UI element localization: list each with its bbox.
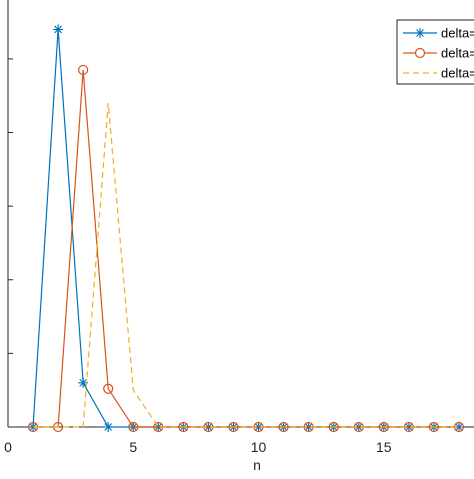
data-point bbox=[103, 422, 114, 432]
legend-label: delta= bbox=[441, 46, 474, 61]
data-point bbox=[78, 64, 89, 76]
data-point bbox=[103, 383, 114, 394]
series-3 bbox=[33, 103, 459, 428]
data-point bbox=[328, 421, 339, 433]
series-line bbox=[33, 103, 459, 428]
series-group bbox=[27, 24, 465, 433]
legend-item-1: delta= bbox=[403, 26, 474, 41]
legend-item-2: delta= bbox=[403, 46, 474, 61]
data-point bbox=[428, 421, 440, 433]
legend-label: delta= bbox=[441, 26, 474, 41]
data-point bbox=[378, 421, 389, 433]
x-tick-label: 15 bbox=[376, 439, 392, 455]
x-tick-label: 5 bbox=[129, 439, 137, 455]
data-point bbox=[78, 377, 89, 388]
data-point bbox=[228, 421, 239, 433]
data-point bbox=[128, 421, 139, 433]
data-point bbox=[178, 421, 189, 433]
x-tick-label: 10 bbox=[251, 439, 267, 455]
data-point bbox=[278, 421, 289, 433]
x-axis-label: n bbox=[253, 457, 261, 473]
data-point bbox=[53, 24, 64, 35]
legend: delta= delta= delta= bbox=[396, 19, 474, 85]
legend-label: delta= bbox=[441, 66, 474, 81]
legend-item-3: delta= bbox=[403, 66, 474, 81]
tick-labels: 0 5 10 15 bbox=[4, 439, 392, 455]
x-tick-label: 0 bbox=[4, 439, 12, 455]
